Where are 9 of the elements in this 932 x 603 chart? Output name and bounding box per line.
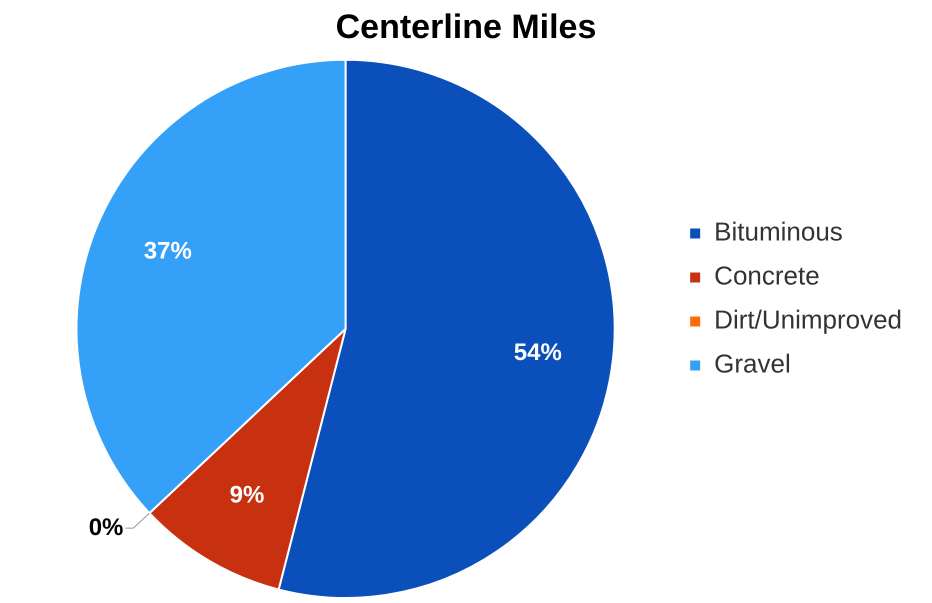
data-label: 9% — [230, 481, 264, 508]
text: 0% — [88, 514, 124, 541]
legend-label: Gravel — [714, 348, 791, 379]
legend-label: Concrete — [714, 260, 820, 291]
data-label: 37% — [144, 238, 192, 265]
data-label: 54% — [514, 338, 562, 366]
legend-label: Bituminous — [714, 216, 843, 247]
chart-title: Centerline Miles — [336, 8, 596, 46]
legend-label: Dirt/Unimproved — [714, 304, 902, 335]
